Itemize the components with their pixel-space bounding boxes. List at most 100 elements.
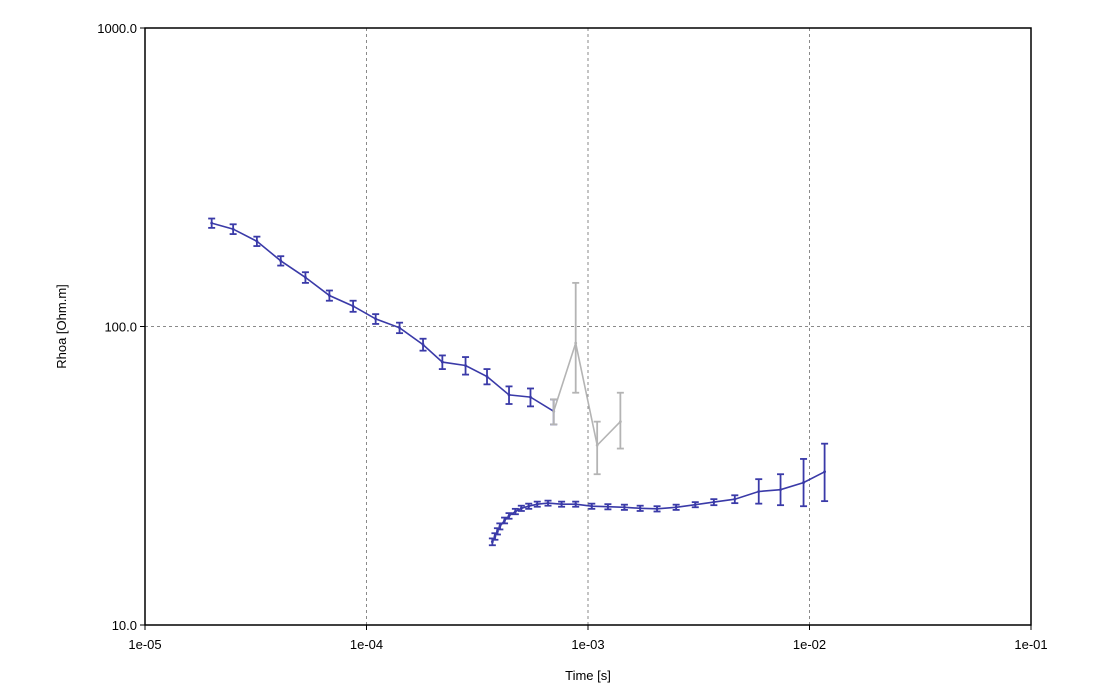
data-point-error-bar [672,503,680,511]
data-point-error-bar [533,500,541,508]
data-point [398,326,401,330]
data-point-error-bar [588,502,596,510]
data-point [574,341,578,345]
data-point-error-bar [755,478,763,505]
data-point-error-bar [505,385,513,405]
data-point-error-bar [710,498,718,507]
data-point-error-bar [616,391,624,450]
data-point [623,505,626,509]
data-point [255,239,259,243]
data-point-error-bar [438,354,446,370]
data-point [674,505,678,509]
x-tick-label: 1e-04 [350,637,383,652]
data-point [374,317,378,321]
data-point [779,488,782,492]
data-point-error-bar [208,217,216,229]
data-point [606,505,610,509]
x-axis-label: Time [s] [565,668,611,683]
data-point-error-bar [558,500,566,508]
data-point [802,481,805,484]
data-point-error-bar [372,313,380,325]
data-point-error-bar [636,504,644,512]
data-series [208,217,829,547]
data-point [507,393,511,397]
data-point [618,420,622,424]
y-tick-label: 10.0 [112,618,137,633]
data-point-error-bar [349,299,357,313]
data-point [485,375,489,378]
data-point-error-bar [544,499,552,507]
data-point-error-bar [505,512,513,520]
data-point [493,535,497,538]
data-point-error-bar [653,505,661,513]
data-point-error-bar [800,458,808,508]
data-point [496,529,499,533]
data-point [712,500,716,504]
data-point [733,497,737,501]
data-point-error-bar [550,398,558,426]
data-point [513,510,517,513]
series-line [211,222,555,412]
data-point-error-bar [419,337,427,352]
data-point [693,503,697,507]
data-point [351,304,355,308]
x-tick-label: 1e-03 [571,637,604,652]
data-point-error-bar [483,368,491,386]
data-point [231,227,235,231]
x-tick-label: 1e-05 [128,637,161,652]
data-point [574,502,578,506]
data-point-error-bar [517,504,525,512]
data-point [757,490,761,493]
data-point-error-bar [462,356,470,376]
data-point [560,502,564,506]
data-point [823,470,827,474]
data-point [421,343,425,346]
data-point-error-bar [620,503,628,511]
data-point-error-bar [277,255,285,267]
data-point [546,501,550,505]
data-point [535,502,539,506]
y-tick-label: 1000.0 [97,21,137,36]
data-point-error-bar [777,473,785,507]
data-point [464,364,467,367]
data-point [440,360,444,364]
data-point-error-bar [821,442,829,503]
data-point-error-bar [501,516,509,525]
data-point-error-bar [526,387,534,408]
data-point-error-bar [691,501,699,509]
data-point [519,506,523,510]
data-point-error-bar [511,507,519,516]
data-point-error-bar [731,494,739,505]
data-point-error-bar [593,420,601,476]
axis-ticks: 1e-05 1e-04 1e-03 1e-02 1e-01 10.0 100.0 1000.0 [97,21,1047,652]
data-point-error-bar [253,235,261,247]
data-point-error-bar [229,223,237,235]
data-point-error-bar [572,281,580,394]
x-tick-label: 1e-01 [1014,637,1047,652]
data-point-error-bar [525,502,533,510]
data-point [590,504,594,508]
data-point [507,514,511,518]
data-point [527,504,531,508]
series-2 [550,281,624,476]
data-point [304,276,307,279]
data-point [529,395,532,399]
series-line [552,339,621,447]
data-point [210,221,214,225]
data-point [279,259,283,263]
y-axis-label: Rhoa [Ohm.m] [54,284,69,369]
data-point-error-bar [572,500,580,508]
data-point-error-bar [301,271,309,284]
data-point-error-bar [604,503,612,511]
series-3 [488,442,829,547]
data-point [595,443,599,447]
data-point [638,506,642,510]
data-point [498,524,502,528]
data-point-error-bar [325,289,333,302]
data-point [552,409,556,413]
data-point-error-bar [396,321,404,335]
grid-lines [145,28,1031,625]
y-tick-label: 100.0 [104,320,137,335]
